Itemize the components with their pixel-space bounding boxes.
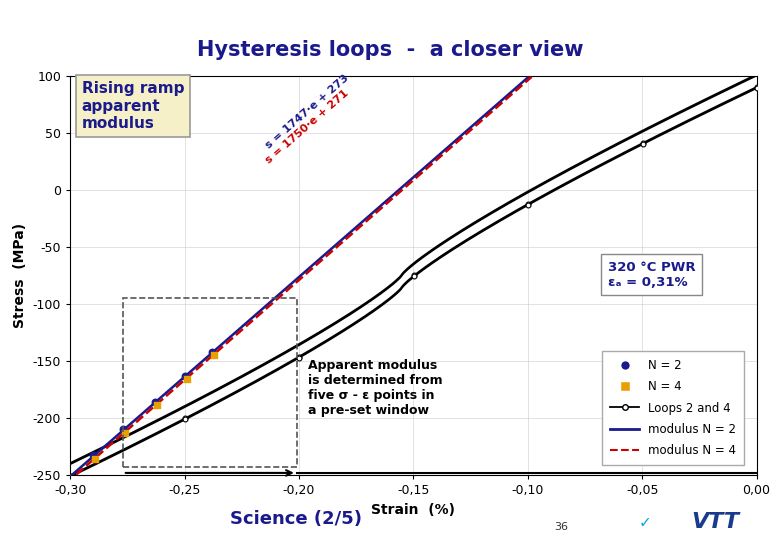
Point: [206, 347, 218, 356]
Text: s = 1747·e + 273: s = 1747·e + 273: [264, 73, 351, 151]
Text: ✓: ✓: [639, 515, 651, 530]
Point: [149, 397, 161, 406]
Point: [87, 451, 99, 460]
Point: [181, 375, 193, 383]
Point: [179, 372, 191, 380]
Bar: [122, 298, 296, 467]
Text: Hysteresis loops  -  a closer view: Hysteresis loops - a closer view: [197, 40, 583, 60]
Point: [208, 350, 221, 359]
Text: Science (2/5): Science (2/5): [230, 510, 363, 529]
Text: s = 1750·e + 271: s = 1750·e + 271: [264, 88, 350, 165]
Legend: N = 2, N = 4, Loops 2 and 4, modulus N = 2, modulus N = 4: N = 2, N = 4, Loops 2 and 4, modulus N =…: [601, 350, 744, 465]
Text: Rising ramp
apparent
modulus: Rising ramp apparent modulus: [82, 82, 184, 131]
Point: [151, 401, 163, 409]
Text: VTT: VTT: [691, 512, 739, 532]
X-axis label: Strain  (%): Strain (%): [371, 503, 456, 517]
Point: [119, 429, 131, 437]
Y-axis label: Stress  (MPa): Stress (MPa): [13, 223, 27, 328]
Point: [116, 425, 129, 434]
Text: 320 °C PWR
εₐ = 0,31%: 320 °C PWR εₐ = 0,31%: [608, 261, 696, 288]
Point: [89, 455, 101, 463]
Text: Apparent modulus
is determined from
five σ - ε points in
a pre-set window: Apparent modulus is determined from five…: [308, 359, 443, 417]
Text: 36: 36: [555, 522, 569, 531]
